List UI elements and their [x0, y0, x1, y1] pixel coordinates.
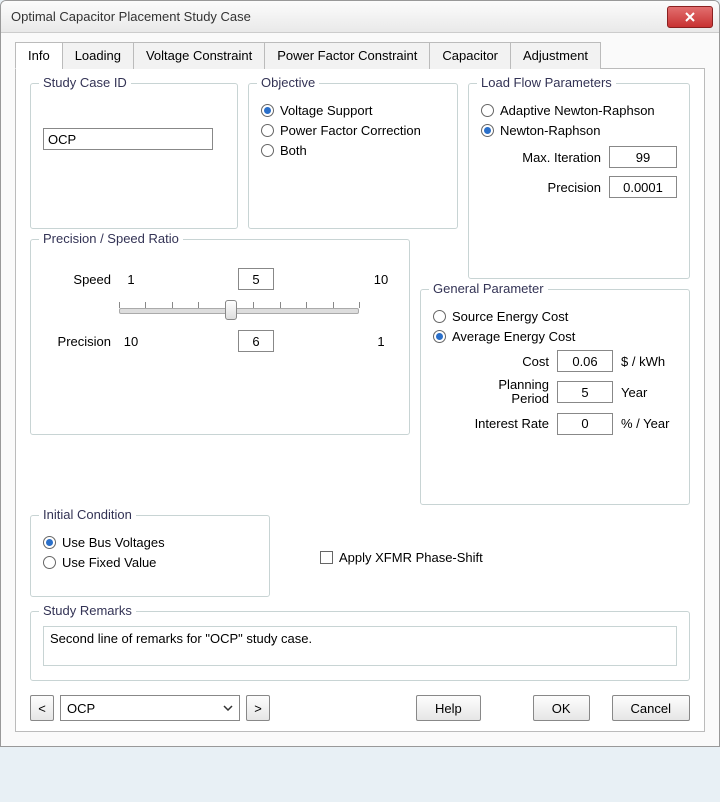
chevron-down-icon — [223, 705, 233, 711]
bottom-bar: < OCP > Help OK Cancel — [30, 695, 690, 721]
group-title: Study Case ID — [39, 75, 131, 90]
checkbox-icon — [320, 551, 333, 564]
speed-precision-slider[interactable] — [119, 298, 359, 322]
radio-icon — [261, 104, 274, 117]
planning-period-input[interactable]: 5 — [557, 381, 613, 403]
radio-icon — [481, 124, 494, 137]
close-icon — [684, 11, 696, 23]
next-study-button[interactable]: > — [246, 695, 270, 721]
titlebar: Optimal Capacitor Placement Study Case — [1, 1, 719, 33]
planning-period-label: Planning Period — [498, 378, 549, 407]
precision-value-input[interactable]: 6 — [238, 330, 274, 352]
help-button[interactable]: Help — [416, 695, 481, 721]
tab-voltage-constraint[interactable]: Voltage Constraint — [133, 42, 265, 69]
precision-input[interactable]: 0.0001 — [609, 176, 677, 198]
group-title: Objective — [257, 75, 319, 90]
tab-info[interactable]: Info — [15, 42, 63, 69]
precision-label: Precision — [548, 180, 601, 195]
radio-icon — [261, 124, 274, 137]
dialog-window: Optimal Capacitor Placement Study Case I… — [0, 0, 720, 747]
prev-study-button[interactable]: < — [30, 695, 54, 721]
close-button[interactable] — [667, 6, 713, 28]
max-iteration-label: Max. Iteration — [522, 150, 601, 165]
cost-input[interactable]: 0.06 — [557, 350, 613, 372]
radio-icon — [433, 310, 446, 323]
content-area: Info Loading Voltage Constraint Power Fa… — [1, 33, 719, 746]
cost-label: Cost — [522, 354, 549, 369]
study-remarks-input[interactable]: Second line of remarks for "OCP" study c… — [43, 626, 677, 666]
radio-use-bus-voltages[interactable]: Use Bus Voltages — [43, 535, 257, 550]
interest-rate-input[interactable]: 0 — [557, 413, 613, 435]
group-title: General Parameter — [429, 281, 548, 296]
radio-icon — [481, 104, 494, 117]
slider-thumb[interactable] — [225, 300, 237, 320]
group-study-remarks: Study Remarks Second line of remarks for… — [30, 611, 690, 681]
group-objective: Objective Voltage Support Power Factor C… — [248, 83, 458, 229]
group-title: Precision / Speed Ratio — [39, 231, 183, 246]
xfmr-area: Apply XFMR Phase-Shift — [280, 515, 690, 570]
radio-icon — [43, 536, 56, 549]
radio-nr[interactable]: Newton-Raphson — [481, 123, 677, 138]
radio-adaptive-nr[interactable]: Adaptive Newton-Raphson — [481, 103, 677, 118]
tab-page-info: Study Case ID OCP Objective Voltage Supp… — [15, 69, 705, 732]
radio-both[interactable]: Both — [261, 143, 445, 158]
speed-value-input[interactable]: 5 — [238, 268, 274, 290]
tab-power-factor-constraint[interactable]: Power Factor Constraint — [264, 42, 430, 69]
radio-icon — [433, 330, 446, 343]
precision-label-2: Precision — [47, 334, 111, 349]
group-study-case-id: Study Case ID OCP — [30, 83, 238, 229]
speed-label: Speed — [47, 272, 111, 287]
radio-power-factor-correction[interactable]: Power Factor Correction — [261, 123, 445, 138]
ok-button[interactable]: OK — [533, 695, 590, 721]
group-title: Load Flow Parameters — [477, 75, 616, 90]
tab-loading[interactable]: Loading — [62, 42, 134, 69]
tab-strip: Info Loading Voltage Constraint Power Fa… — [15, 41, 705, 69]
interest-rate-label: Interest Rate — [475, 416, 549, 431]
cancel-button[interactable]: Cancel — [612, 695, 690, 721]
tab-adjustment[interactable]: Adjustment — [510, 42, 601, 69]
radio-voltage-support[interactable]: Voltage Support — [261, 103, 445, 118]
study-case-id-input[interactable]: OCP — [43, 128, 213, 150]
tab-capacitor[interactable]: Capacitor — [429, 42, 511, 69]
checkbox-apply-xfmr-phase-shift[interactable]: Apply XFMR Phase-Shift — [320, 550, 690, 565]
radio-source-energy-cost[interactable]: Source Energy Cost — [433, 309, 677, 324]
window-title: Optimal Capacitor Placement Study Case — [11, 9, 667, 24]
max-iteration-input[interactable]: 99 — [609, 146, 677, 168]
radio-icon — [43, 556, 56, 569]
group-initial-condition: Initial Condition Use Bus Voltages Use F… — [30, 515, 270, 597]
group-precision-speed-ratio: Precision / Speed Ratio Speed 1 5 10 — [30, 239, 410, 435]
group-load-flow-parameters: Load Flow Parameters Adaptive Newton-Rap… — [468, 83, 690, 279]
group-general-parameter: General Parameter Source Energy Cost Ave… — [420, 289, 690, 505]
study-case-combo[interactable]: OCP — [60, 695, 240, 721]
group-title: Initial Condition — [39, 507, 136, 522]
group-title: Study Remarks — [39, 603, 136, 618]
radio-use-fixed-value[interactable]: Use Fixed Value — [43, 555, 257, 570]
radio-average-energy-cost[interactable]: Average Energy Cost — [433, 329, 677, 344]
radio-icon — [261, 144, 274, 157]
